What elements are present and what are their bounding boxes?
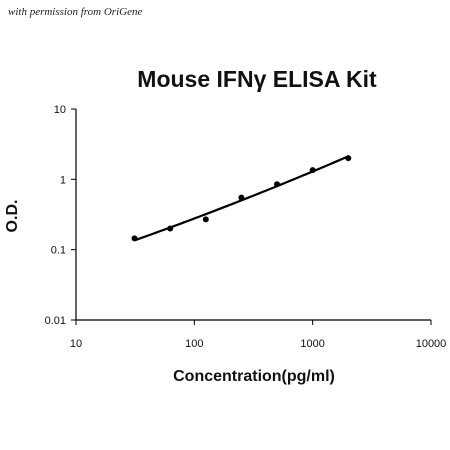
y-axis-ticks: 0.01 0.1 1 10	[45, 104, 76, 327]
data-points	[131, 155, 352, 242]
x-tick-label: 10	[70, 338, 82, 350]
x-axis-ticks: 10 100 1000 10000	[70, 320, 446, 350]
x-tick-label: 100	[185, 338, 203, 350]
x-tick-label: 10000	[416, 338, 447, 350]
data-point	[274, 181, 281, 188]
data-point	[345, 155, 352, 162]
x-tick-label: 1000	[300, 338, 324, 350]
watermark: with permission from OriGene	[8, 6, 143, 18]
data-point	[131, 235, 138, 242]
y-tick-label: 0.01	[45, 315, 66, 327]
y-axis-title: O.D.	[4, 200, 21, 233]
y-tick-label: 0.1	[51, 245, 66, 257]
y-tick-label: 10	[54, 104, 66, 116]
x-axis-title: Concentration(pg/ml)	[173, 368, 335, 385]
y-tick-label: 1	[60, 174, 66, 186]
data-point	[309, 167, 316, 174]
data-point	[238, 194, 245, 201]
chart-title: Mouse IFNγ ELISA Kit	[137, 66, 377, 92]
data-point	[167, 225, 174, 232]
data-point	[202, 216, 209, 223]
